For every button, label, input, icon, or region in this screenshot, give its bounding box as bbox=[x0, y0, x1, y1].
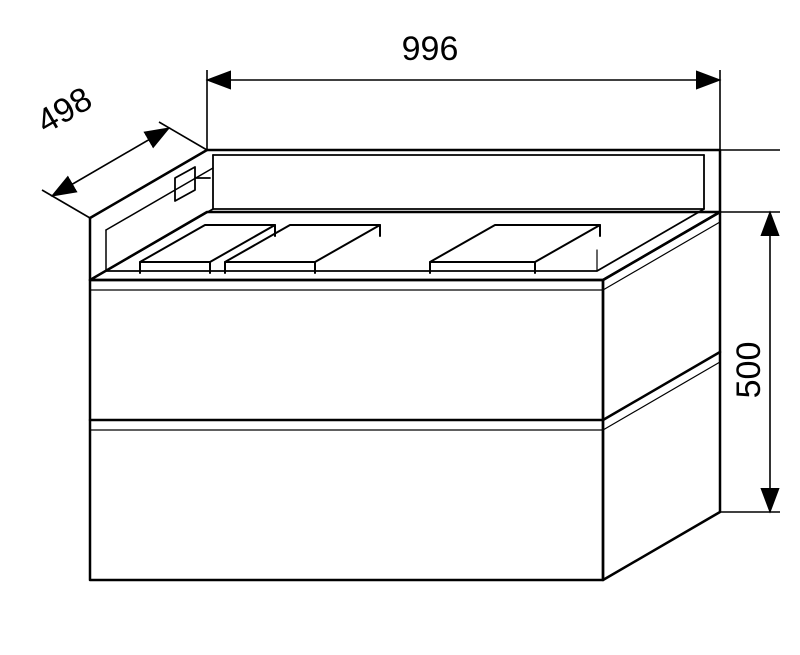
dimension-width bbox=[207, 70, 720, 150]
dimension-depth bbox=[42, 122, 207, 218]
dimension-width-label: 996 bbox=[402, 30, 459, 68]
dimension-drawing: 996 498 500 bbox=[0, 0, 800, 655]
dimension-height bbox=[720, 150, 780, 512]
cabinet-body bbox=[90, 150, 720, 580]
dimension-height-label: 500 bbox=[730, 342, 768, 399]
dimension-depth-label: 498 bbox=[30, 80, 98, 141]
